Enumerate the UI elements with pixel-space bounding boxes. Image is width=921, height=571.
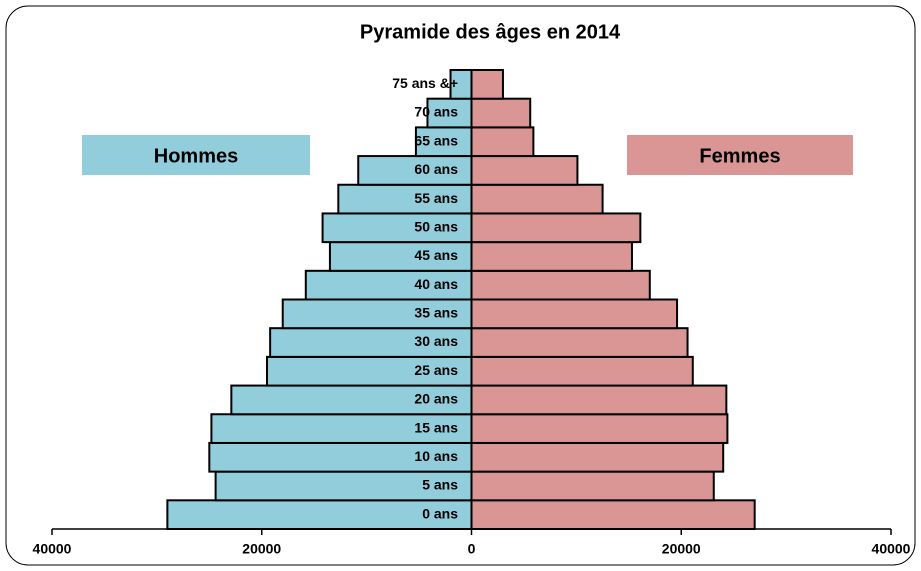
category-label: 70 ans xyxy=(414,104,458,120)
bar xyxy=(470,126,535,158)
bar xyxy=(470,298,679,330)
category-label: 15 ans xyxy=(414,419,458,435)
bar xyxy=(470,384,728,416)
legend-label: Femmes xyxy=(699,145,780,167)
bar xyxy=(426,97,473,129)
bar xyxy=(470,413,729,444)
chart-title: Pyramide des âges en 2014 xyxy=(360,21,621,43)
legend-box xyxy=(82,135,310,175)
bar xyxy=(265,355,473,387)
legend-box xyxy=(627,135,853,175)
bar xyxy=(337,183,473,215)
bar xyxy=(321,212,473,244)
bar xyxy=(208,441,473,473)
category-label: 10 ans xyxy=(414,448,458,464)
bar xyxy=(470,441,725,473)
category-label: 40 ans xyxy=(414,276,458,292)
category-label: 25 ans xyxy=(414,362,458,378)
bar xyxy=(281,298,473,330)
bar xyxy=(357,155,473,186)
x-tick-label: 0 xyxy=(468,541,476,557)
category-label: 65 ans xyxy=(414,132,458,148)
x-tick-label: 40000 xyxy=(872,541,911,557)
category-label: 0 ans xyxy=(422,505,458,521)
bar xyxy=(470,212,642,244)
bar xyxy=(470,499,756,530)
bar xyxy=(470,355,694,387)
category-label: 20 ans xyxy=(414,391,458,407)
bar xyxy=(470,97,532,129)
bar xyxy=(470,327,689,358)
category-label: 50 ans xyxy=(414,218,458,234)
bar xyxy=(470,470,715,502)
category-label: 30 ans xyxy=(414,333,458,349)
bar xyxy=(470,269,651,301)
category-label: 75 ans &+ xyxy=(392,75,458,91)
x-tick-label: 40000 xyxy=(33,541,72,557)
bar xyxy=(470,69,504,100)
bar xyxy=(470,155,579,186)
bar xyxy=(470,183,604,215)
x-tick-label: 20000 xyxy=(242,541,281,557)
bar xyxy=(166,499,473,530)
bar xyxy=(210,413,473,444)
category-label: 55 ans xyxy=(414,190,458,206)
category-label: 35 ans xyxy=(414,305,458,321)
category-label: 5 ans xyxy=(422,477,458,493)
category-label: 60 ans xyxy=(414,161,458,177)
x-tick-label: 20000 xyxy=(662,541,701,557)
category-label: 45 ans xyxy=(414,247,458,263)
legend-label: Hommes xyxy=(154,145,238,167)
bar xyxy=(470,241,633,272)
